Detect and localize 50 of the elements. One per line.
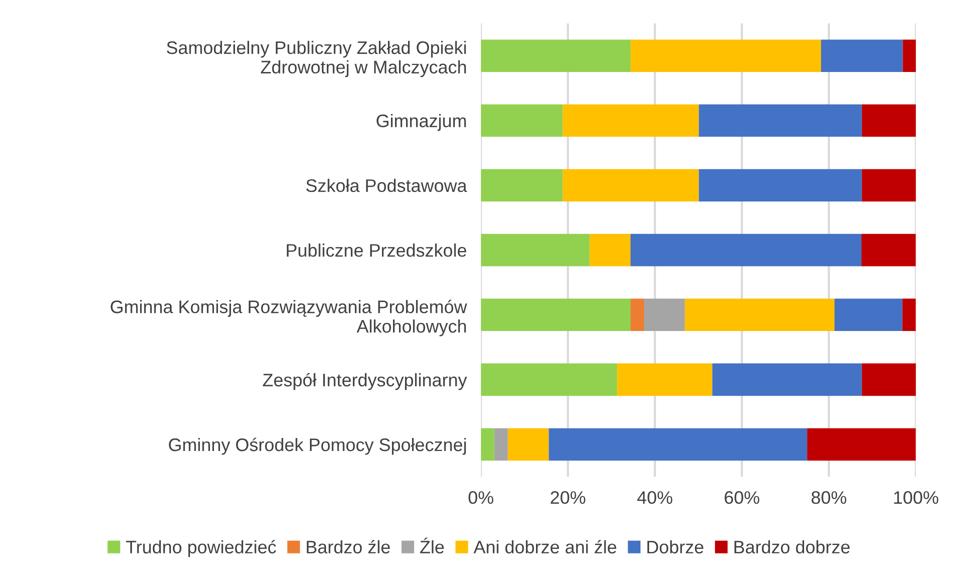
bar: [862, 363, 916, 396]
bar: [480, 169, 563, 202]
bar: [480, 298, 631, 332]
bar: [562, 104, 699, 137]
y-tick-label: Szkoła Podstawowa: [306, 178, 468, 192]
bar: [590, 234, 631, 266]
bar: [480, 234, 590, 266]
y-tick-label: Gminna Komisja Rozwiązywania Problemów Alkoholowych: [110, 300, 468, 336]
x-tick-label: 60%: [724, 491, 760, 504]
x-tick-label: 20%: [550, 491, 586, 504]
legend-label: Dobrze: [647, 540, 704, 554]
bar: [630, 298, 644, 332]
bar: [861, 234, 916, 266]
x-tick-label: 80%: [812, 491, 846, 504]
legend-label: Bardzo źle: [306, 540, 390, 554]
bar: [617, 363, 712, 396]
bar: [480, 40, 631, 72]
y-tick-label: Samodzielny Publiczny Zakład Opieki Zdrowotnej w Malczycach: [166, 40, 466, 78]
x-tick-label: 40%: [637, 491, 672, 504]
legend-label: Ani dobrze ani źle: [474, 540, 616, 554]
bar: [712, 363, 862, 396]
bar: [630, 40, 822, 72]
bar: [480, 104, 563, 137]
legend-label: Źle: [420, 538, 444, 554]
x-tick-label: 0%: [468, 491, 494, 504]
bar: [630, 234, 862, 266]
bar: [508, 428, 549, 461]
y-tick-label: Publiczne Przedszkole: [286, 244, 466, 257]
bar: [834, 298, 902, 332]
legend-label: Trudno powiedzieć: [126, 540, 276, 558]
bar: [902, 298, 916, 332]
bar: [494, 428, 508, 461]
legend-label: Bardzo dobrze: [734, 540, 850, 554]
bar: [821, 40, 903, 72]
y-tick-label: Zespół Interdyscyplinarny: [262, 372, 468, 390]
y-tick-label: Gimnazjum: [376, 114, 466, 131]
bar: [698, 104, 862, 137]
bar: [902, 40, 916, 72]
bar: [862, 169, 916, 202]
bar: [698, 169, 862, 202]
x-tick-label: 100%: [894, 491, 938, 504]
bar: [644, 298, 685, 332]
bar: [862, 104, 916, 137]
bar: [480, 428, 494, 461]
bar: [548, 428, 808, 461]
y-tick-label: Gminny Ośrodek Pomocy Społecznej: [168, 438, 466, 455]
bar: [807, 428, 916, 461]
bar: [684, 298, 835, 332]
bar: [562, 169, 699, 202]
bar: [480, 363, 618, 396]
